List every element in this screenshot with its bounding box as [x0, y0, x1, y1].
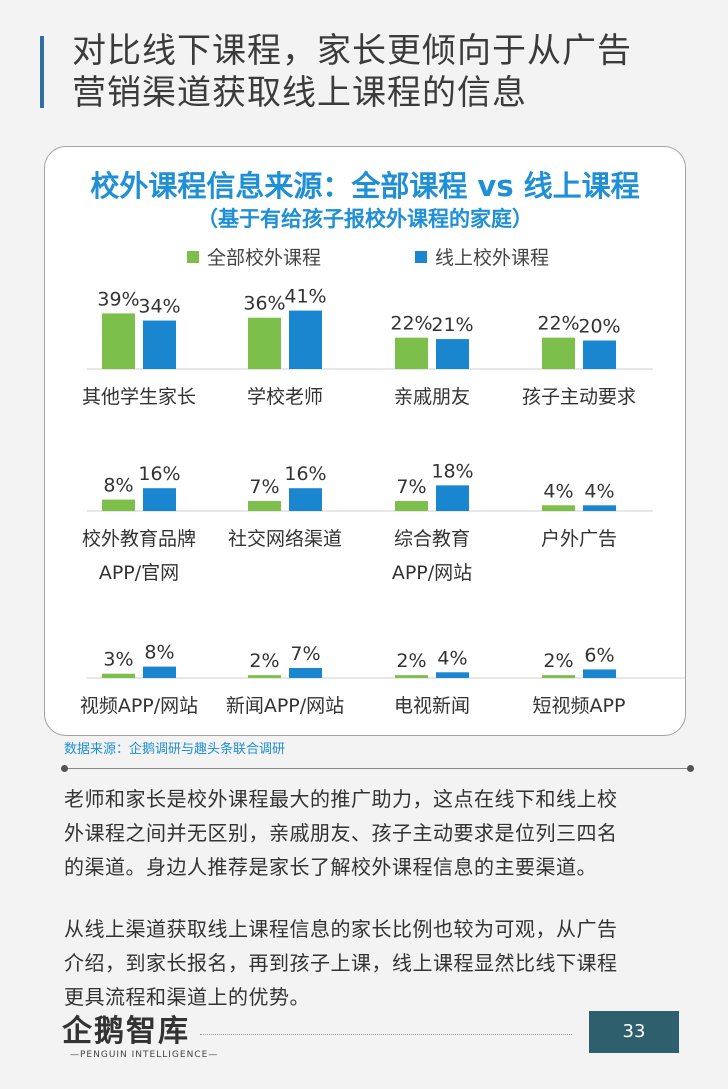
category-label: 电视新闻	[394, 695, 470, 717]
paragraph-1-line: 的渠道。身边人推荐是家长了解校外课程信息的主要渠道。	[64, 855, 597, 879]
legend-item-online: 线上校外课程	[415, 243, 549, 270]
paragraph-1: 老师和家长是校外课程最大的推广助力，这点在线下和线上校 外课程之间并无区别，亲戚…	[64, 782, 674, 884]
logo-subtitle: —PENGUIN INTELLIGENCE—	[70, 1050, 219, 1060]
bar-all	[542, 337, 575, 369]
bar-all	[542, 505, 575, 511]
category-label: APP/网站	[392, 562, 472, 584]
category-label: 短视频APP	[533, 695, 626, 717]
data-label-online: 21%	[431, 314, 473, 336]
data-label-online: 20%	[578, 316, 620, 338]
page-number: 33	[589, 1011, 679, 1053]
data-label-all: 2%	[249, 650, 279, 672]
legend-swatch-online	[415, 251, 427, 263]
data-label-all: 22%	[537, 313, 579, 335]
category-label: 视频APP/网站	[80, 695, 198, 717]
data-label-online: 16%	[138, 463, 180, 485]
bar-all	[248, 675, 281, 678]
bar-all	[102, 499, 135, 511]
data-label-all: 2%	[396, 650, 426, 672]
bar-online	[583, 505, 616, 511]
divider-dot-right	[687, 765, 694, 772]
bar-all	[395, 501, 428, 511]
data-label-online: 4%	[437, 647, 467, 669]
data-label-all: 36%	[243, 293, 285, 315]
data-label-online: 16%	[284, 463, 326, 485]
bar-online	[289, 668, 322, 678]
data-label-all: 4%	[543, 480, 573, 502]
category-label: 社交网络渠道	[228, 528, 342, 550]
bar-online	[289, 310, 322, 369]
divider-line	[64, 768, 692, 769]
logo: 企鹅智库	[62, 1014, 190, 1049]
bar-online	[583, 669, 616, 678]
bar-online	[583, 340, 616, 369]
bar-all	[395, 337, 428, 369]
data-label-online: 41%	[284, 286, 326, 308]
category-label: 综合教育	[394, 528, 470, 550]
bar-all	[102, 673, 135, 678]
bar-all	[395, 675, 428, 678]
category-label: 新闻APP/网站	[226, 695, 344, 717]
data-label-online: 6%	[584, 644, 614, 666]
category-label: 孩子主动要求	[522, 386, 636, 408]
category-label: 其他学生家长	[82, 386, 196, 408]
legend-label-all: 全部校外课程	[207, 247, 322, 269]
data-label-all: 3%	[103, 649, 133, 671]
paragraph-2-line: 介绍，到家长报名，再到孩子上课，线上课程显然比线下课程	[64, 951, 618, 975]
bar-online	[289, 488, 322, 511]
bar-all	[248, 501, 281, 511]
category-label: 学校老师	[247, 386, 323, 408]
footer-dotted-line	[200, 1034, 572, 1035]
paragraph-2-line: 更具流程和渠道上的优势。	[64, 985, 310, 1009]
chart-subtitle: （基于有给孩子报校外课程的家庭）	[197, 207, 533, 231]
bar-online	[143, 320, 176, 369]
bar-online	[436, 339, 469, 369]
paragraph-2-line: 从线上渠道获取线上课程信息的家长比例也较为可观，从广告	[64, 917, 618, 941]
bar-all	[102, 313, 135, 369]
bar-online	[143, 488, 176, 511]
data-label-online: 8%	[144, 642, 174, 664]
category-label: 亲戚朋友	[394, 386, 470, 408]
title-accent-bar	[40, 36, 44, 108]
legend-item-all: 全部校外课程	[187, 243, 321, 270]
legend-swatch-all	[187, 251, 199, 263]
data-label-all: 39%	[97, 288, 139, 310]
legend-label-online: 线上校外课程	[435, 247, 550, 269]
data-label-online: 4%	[584, 480, 614, 502]
chart-title: 校外课程信息来源：全部课程 vs 线上课程	[90, 169, 640, 203]
paragraph-1-line: 外课程之间并无区别，亲戚朋友、孩子主动要求是位列三四名	[64, 821, 618, 845]
bar-all	[248, 317, 281, 369]
data-label-all: 22%	[390, 313, 432, 335]
category-label: 户外广告	[541, 528, 617, 550]
chart-card: 校外课程信息来源：全部课程 vs 线上课程 （基于有给孩子报校外课程的家庭） 全…	[44, 146, 686, 736]
data-label-all: 7%	[249, 476, 279, 498]
page-title-line-2: 营销渠道获取线上课程的信息	[72, 73, 527, 113]
page-title-line-1: 对比线下课程，家长更倾向于从广告	[72, 31, 632, 71]
data-label-online: 18%	[431, 460, 473, 482]
paragraph-2: 从线上渠道获取线上课程信息的家长比例也较为可观，从广告 介绍，到家长报名，再到孩…	[64, 912, 674, 1014]
bar-online	[143, 666, 176, 678]
page-title: 对比线下课程，家长更倾向于从广告 营销渠道获取线上课程的信息	[72, 30, 712, 114]
data-label-all: 8%	[103, 475, 133, 497]
category-label: 校外教育品牌	[82, 528, 196, 550]
paragraph-1-line: 老师和家长是校外课程最大的推广助力，这点在线下和线上校	[64, 787, 618, 811]
data-source: 数据来源：企鹅调研与趣头条联合调研	[64, 742, 286, 757]
data-label-online: 7%	[290, 643, 320, 665]
bar-all	[542, 675, 575, 678]
bar-online	[436, 485, 469, 511]
category-label: APP/官网	[99, 562, 179, 584]
data-label-all: 7%	[396, 476, 426, 498]
bar-online	[436, 672, 469, 678]
divider-dot-left	[61, 765, 68, 772]
bar-chart: 39%34%其他学生家长36%41%学校老师22%21%亲戚朋友22%20%孩子…	[80, 286, 685, 717]
data-label-online: 34%	[138, 296, 180, 318]
data-label-all: 2%	[543, 650, 573, 672]
